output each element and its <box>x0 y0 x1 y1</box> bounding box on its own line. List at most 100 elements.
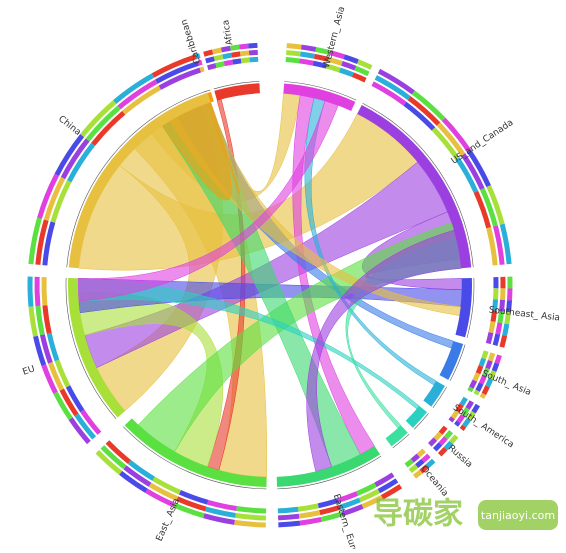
outer-ring <box>249 52 258 53</box>
outer-ring <box>476 391 478 395</box>
outer-ring <box>224 62 232 64</box>
outer-ring <box>462 398 466 405</box>
outer-ring <box>435 433 440 439</box>
outer-ring <box>462 426 464 429</box>
node-label: Oceania <box>419 464 450 499</box>
outer-ring <box>498 323 500 334</box>
outer-ring <box>471 381 474 388</box>
ribbons <box>78 93 462 477</box>
outer-ring <box>412 456 418 461</box>
outer-ring <box>418 450 424 455</box>
sector-arc <box>427 384 440 404</box>
outer-ring <box>31 307 36 337</box>
outer-ring <box>204 52 213 54</box>
watermark-site: tanjiaoyi.com <box>481 509 555 522</box>
outer-ring <box>484 351 486 359</box>
outer-ring <box>446 432 451 438</box>
outer-ring <box>298 506 318 509</box>
outer-ring <box>481 359 484 366</box>
outer-ring <box>470 388 472 391</box>
outer-ring <box>430 439 435 445</box>
outer-ring <box>417 461 423 466</box>
outer-ring <box>240 53 249 54</box>
outer-ring <box>278 523 300 525</box>
outer-ring <box>489 228 496 266</box>
outer-ring <box>505 324 507 336</box>
outer-ring <box>358 62 371 68</box>
outer-ring <box>216 64 224 66</box>
outer-ring <box>235 522 266 525</box>
outer-ring <box>342 63 355 68</box>
outer-ring <box>355 68 368 74</box>
outer-ring <box>474 405 478 412</box>
outer-ring <box>301 47 315 49</box>
outer-ring <box>300 54 314 56</box>
outer-ring <box>456 422 458 425</box>
node-label: EU <box>21 364 36 378</box>
sector-arc <box>216 88 260 95</box>
outer-ring <box>214 57 223 59</box>
outer-ring <box>248 45 257 46</box>
outer-ring <box>441 427 446 433</box>
outer-ring <box>44 277 45 305</box>
outer-ring <box>232 54 241 55</box>
outer-ring <box>491 322 493 333</box>
node-label: Russia <box>446 443 474 470</box>
outer-ring <box>497 355 500 363</box>
outer-ring <box>353 75 366 80</box>
outer-ring <box>236 515 266 518</box>
outer-ring <box>278 509 298 511</box>
outer-ring <box>239 46 248 47</box>
outer-ring <box>206 59 215 61</box>
outer-ring <box>299 513 320 517</box>
outer-ring <box>250 59 259 60</box>
node-label: US_and_Canada <box>450 118 516 167</box>
outer-ring <box>410 466 416 471</box>
outer-ring <box>484 386 488 394</box>
node-label: Africa <box>221 19 235 46</box>
outer-ring <box>230 47 239 48</box>
outer-ring <box>299 61 313 63</box>
outer-ring <box>440 438 445 444</box>
outer-ring <box>488 361 491 369</box>
outer-ring <box>502 336 505 348</box>
outer-ring <box>221 48 230 50</box>
outer-ring <box>278 516 299 518</box>
outer-ring <box>435 444 441 450</box>
outer-ring <box>440 449 446 455</box>
outer-ring <box>468 402 472 409</box>
outer-ring <box>495 334 498 345</box>
node-label: China <box>56 114 82 138</box>
outer-ring <box>478 383 482 390</box>
outer-ring <box>478 366 481 373</box>
outer-ring <box>241 60 249 61</box>
outer-ring <box>490 353 493 361</box>
outer-ring <box>286 53 300 54</box>
watermark: 导碳家 tanjiaoyi.com <box>373 497 558 532</box>
outer-ring <box>340 70 353 75</box>
outer-ring <box>208 502 237 508</box>
node-label: Caribbean <box>179 18 203 65</box>
outer-ring <box>450 418 452 421</box>
watermark-brand: 导碳家 <box>373 497 463 532</box>
outer-ring <box>237 509 266 511</box>
outer-ring <box>213 50 222 52</box>
outer-ring <box>451 436 456 442</box>
outer-ring <box>45 305 49 333</box>
outer-ring <box>38 306 42 335</box>
outer-ring <box>494 363 497 371</box>
outer-ring <box>475 373 478 380</box>
outer-ring <box>300 519 321 523</box>
outer-ring <box>406 461 412 466</box>
outer-ring <box>423 455 429 460</box>
outer-ring <box>488 333 491 344</box>
outer-ring <box>37 277 38 306</box>
outer-ring <box>344 57 358 62</box>
outer-ring <box>482 394 484 398</box>
outer-ring <box>286 60 300 61</box>
outer-ring <box>223 55 232 57</box>
outer-ring <box>30 277 31 307</box>
outer-ring <box>233 61 241 62</box>
outer-ring <box>287 46 302 47</box>
